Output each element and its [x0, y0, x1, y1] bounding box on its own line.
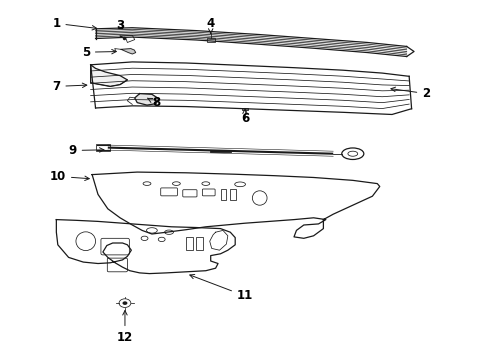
Circle shape	[122, 301, 127, 305]
Bar	[242, 108, 248, 110]
Polygon shape	[91, 65, 127, 86]
Text: 3: 3	[116, 19, 124, 32]
Polygon shape	[135, 94, 159, 105]
Text: 7: 7	[52, 80, 87, 93]
Bar	[230, 189, 236, 200]
Text: 9: 9	[69, 144, 104, 157]
Bar	[220, 189, 226, 200]
Text: 11: 11	[190, 274, 253, 302]
Polygon shape	[121, 49, 136, 54]
Text: 12: 12	[117, 311, 133, 344]
Text: 4: 4	[207, 17, 215, 33]
Bar	[207, 38, 215, 42]
Text: 6: 6	[241, 109, 249, 125]
Text: 5: 5	[82, 46, 116, 59]
Text: 8: 8	[147, 96, 161, 109]
Text: 1: 1	[52, 17, 97, 30]
Bar	[196, 237, 203, 250]
Text: 10: 10	[49, 170, 89, 183]
Bar	[96, 144, 110, 151]
Text: 2: 2	[391, 87, 430, 100]
Bar	[186, 237, 193, 250]
